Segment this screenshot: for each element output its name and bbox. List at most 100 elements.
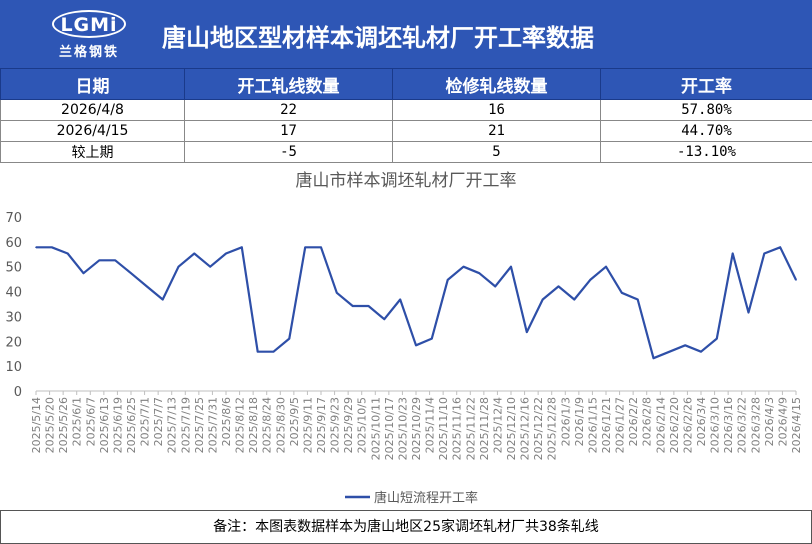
x-tick-label: 2025/10/29 [410, 397, 423, 460]
data-point [161, 298, 164, 301]
x-tick-label: 2025/10/5 [356, 397, 369, 453]
x-tick-label: 2026/2/20 [668, 397, 681, 453]
table-cell: 16 [392, 99, 601, 121]
x-tick-label: 2026/2/2 [627, 397, 640, 446]
x-tick-label: 2026/3/28 [749, 397, 762, 453]
data-point [320, 246, 322, 249]
data-point [177, 265, 180, 268]
table-cell: 较上期 [0, 141, 185, 163]
data-point [589, 279, 591, 281]
x-tick-label: 2026/2/14 [654, 397, 667, 453]
x-tick-label: 2025/10/23 [396, 397, 409, 460]
x-tick-label: 2026/1/27 [614, 397, 627, 453]
data-point [272, 350, 275, 353]
x-tick-label: 2025/9/23 [329, 397, 342, 453]
y-tick-label: 20 [5, 335, 22, 350]
x-tick-label: 2025/11/16 [451, 397, 464, 460]
data-point [652, 357, 655, 359]
data-point [431, 337, 433, 340]
footer-note: 备注：本图表数据样本为唐山地区25家调坯轧材厂共38条轧线 [0, 510, 812, 544]
x-tick-label: 2026/1/15 [586, 397, 599, 453]
y-tick-label: 70 [5, 211, 22, 226]
table-cell: 57.80% [600, 99, 812, 121]
y-tick-label: 10 [5, 360, 22, 375]
data-point [557, 285, 560, 288]
data-point [541, 298, 544, 301]
x-tick-label: 2025/12/28 [546, 397, 559, 460]
y-tick-label: 60 [5, 236, 22, 251]
x-tick-label: 2025/10/17 [383, 397, 396, 460]
data-point [510, 265, 512, 268]
x-tick-label: 2026/3/22 [736, 397, 749, 453]
x-tick-label: 2026/3/16 [722, 397, 735, 453]
x-tick-label: 2025/9/5 [288, 397, 301, 446]
table-cell: 2026/4/15 [0, 120, 185, 142]
x-tick-label: 2025/8/6 [220, 397, 233, 446]
legend-label: 唐山短流程开工率 [374, 490, 478, 506]
data-point [256, 350, 259, 353]
x-tick-label: 2026/3/4 [695, 397, 708, 446]
logo-badge [52, 10, 126, 38]
data-point [82, 272, 85, 274]
x-tick-label: 2025/8/18 [247, 397, 260, 453]
data-point [367, 305, 370, 307]
data-point [383, 318, 386, 320]
data-point [494, 285, 497, 288]
x-tick-label: 2025/10/11 [369, 397, 382, 460]
x-tick-label: 2025/6/7 [84, 397, 97, 446]
column-header-maintenance-lines: 检修轧线数量 [392, 68, 601, 100]
column-header-date: 日期 [0, 68, 185, 100]
data-point [478, 272, 481, 274]
data-point [605, 265, 607, 268]
company-logo: LGMi 兰格钢铁 [46, 8, 132, 60]
x-tick-label: 2025/6/13 [98, 397, 111, 453]
data-point [288, 337, 291, 340]
x-tick-label: 2025/9/17 [315, 397, 328, 453]
data-point [399, 298, 402, 301]
data-point [716, 337, 718, 340]
x-tick-label: 2025/6/1 [71, 397, 84, 446]
data-point [351, 305, 354, 307]
x-tick-label: 2026/4/9 [776, 397, 789, 446]
x-tick-label: 2025/7/25 [193, 397, 206, 453]
table-header-row: 日期 开工轧线数量 检修轧线数量 开工率 [0, 68, 812, 100]
x-tick-label: 2025/5/14 [30, 397, 43, 453]
data-point [35, 246, 37, 249]
x-tick-label: 2025/6/19 [111, 397, 124, 453]
data-point [130, 272, 132, 274]
x-tick-label: 2025/7/1 [139, 397, 152, 446]
data-point [209, 265, 211, 268]
column-header-running-lines: 开工轧线数量 [184, 68, 393, 100]
x-tick-label: 2025/11/28 [478, 397, 491, 460]
data-point [462, 265, 465, 268]
series-line [36, 246, 797, 360]
y-tick-label: 0 [14, 385, 22, 400]
table-cell: 21 [392, 120, 601, 142]
x-tick-label: 2025/11/22 [464, 397, 477, 460]
table-cell: 22 [184, 99, 393, 121]
chart-area: 唐山市样本调坯轧材厂开工率 0 10 20 30 40 50 60 70 2025/5/14 202… [0, 162, 812, 511]
x-tick-label: 2026/2/8 [641, 397, 654, 446]
x-tick-label: 2025/8/24 [261, 397, 274, 453]
data-point [193, 252, 196, 255]
x-tick-label: 2025/8/12 [234, 397, 247, 453]
chart-title: 唐山市样本调坯轧材厂开工率 [296, 170, 517, 191]
x-tick-label: 2025/7/31 [206, 397, 219, 453]
x-tick-label: 2025/6/25 [125, 397, 138, 453]
x-tick-label: 2025/11/10 [437, 397, 450, 460]
data-point [763, 252, 766, 255]
data-point [146, 285, 148, 288]
x-tick-label: 2025/12/22 [532, 397, 545, 460]
x-tick-label: 2026/1/21 [600, 397, 613, 453]
data-point [731, 252, 734, 255]
data-point [573, 298, 576, 301]
x-tick-label: 2025/9/11 [301, 397, 314, 453]
table-cell: -5 [184, 141, 393, 163]
x-tick-label: 2025/12/10 [505, 397, 518, 460]
data-point [747, 311, 750, 314]
logo-text: LGMi [60, 14, 118, 36]
y-tick-label: 50 [5, 261, 22, 276]
data-point [526, 331, 528, 333]
x-tick-label: 2025/11/4 [424, 397, 437, 453]
data-point [66, 252, 69, 255]
